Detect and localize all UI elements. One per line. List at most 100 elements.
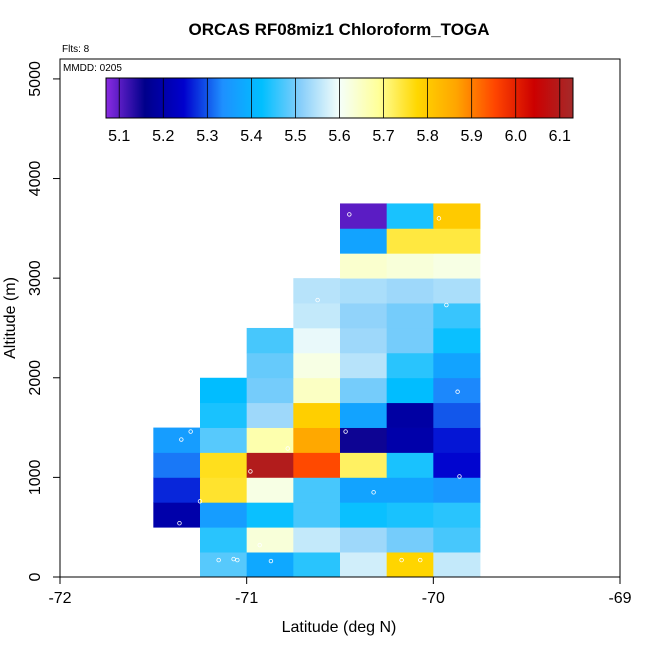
sample-point	[197, 499, 203, 504]
heatmap-cell	[340, 303, 388, 329]
heatmap-cell	[433, 402, 481, 428]
sample-point	[248, 469, 253, 474]
heatmap-cell	[293, 527, 341, 553]
heatmap-cell	[340, 477, 388, 503]
heatmap-cell	[293, 552, 341, 578]
x-tick-label: -71	[235, 590, 258, 607]
heatmap-cell	[246, 352, 294, 379]
colorbar-tick-label: 5.7	[372, 128, 394, 145]
heatmap-cell	[153, 427, 201, 453]
heatmap-cell	[340, 427, 388, 453]
heatmap-cell	[246, 402, 294, 428]
plot-frame	[59, 58, 621, 578]
heatmap-cell	[246, 377, 294, 404]
sample-point	[343, 429, 348, 434]
heatmap-cell	[246, 427, 294, 453]
heatmap-cell	[293, 452, 341, 478]
sample-point	[231, 556, 236, 562]
flights-note: Flts: 8	[62, 44, 90, 55]
heatmap-cell	[433, 228, 481, 254]
colorbar-tick-label: 5.9	[461, 128, 483, 145]
sample-point	[371, 490, 376, 495]
x-axis-title: Latitude (deg N)	[282, 619, 397, 636]
heatmap-cell	[386, 253, 434, 279]
heatmap-cell	[246, 502, 294, 528]
heatmap-cell	[153, 502, 201, 528]
heatmap-cell	[386, 228, 434, 254]
sample-point	[179, 437, 184, 442]
heatmap-cell	[246, 327, 294, 354]
colorbar-tick-label: 5.3	[196, 128, 218, 145]
heatmap-cell	[340, 377, 388, 404]
heatmap-cell	[200, 477, 248, 503]
colorbar-tick-label: 5.2	[152, 128, 174, 145]
heatmap-cell	[246, 552, 294, 578]
colorbar-tick-label: 5.6	[328, 128, 350, 145]
heatmap-cell	[340, 253, 388, 279]
colorbar-tick-label: 6.0	[505, 128, 527, 145]
heatmap-cell	[433, 527, 481, 553]
x-tick-label: -69	[608, 590, 631, 607]
heatmap-cell	[433, 327, 481, 354]
sample-point	[285, 446, 290, 451]
heatmap-cell	[340, 327, 388, 354]
sample-point	[257, 542, 262, 548]
heatmap-cell	[293, 427, 341, 453]
heatmap-cell	[340, 352, 388, 379]
heatmap-cell	[386, 502, 434, 528]
heatmap-cell	[433, 352, 481, 379]
x-tick-label: -70	[422, 590, 445, 607]
heatmap-cell	[200, 527, 248, 553]
heatmap-cell	[386, 203, 434, 229]
y-tick-label: 3000	[27, 260, 44, 296]
heatmap-cell	[340, 402, 388, 428]
colorbar-tick-label: 5.8	[416, 128, 438, 145]
sample-point	[177, 521, 182, 526]
colorbar: 5.1 5.2 5.3 5.4 5.5 5.6 5.7 5.8 5.9 6.0 6.1	[105, 77, 574, 145]
heatmap-cell	[293, 477, 341, 503]
heatmap-cell	[433, 253, 481, 279]
heatmap-cell	[293, 352, 341, 379]
sample-point	[399, 557, 404, 563]
y-axis-title: Altitude (m)	[2, 277, 19, 359]
sample-point	[455, 389, 460, 394]
heatmap-cell	[433, 477, 481, 503]
y-tick-label: 4000	[27, 161, 44, 197]
heatmap-cell	[293, 327, 341, 354]
heatmap-cell	[153, 477, 201, 503]
heatmap-cell	[386, 278, 434, 304]
heatmap-cell	[246, 452, 294, 478]
heatmap-cell	[386, 552, 434, 578]
heatmap-cells	[153, 203, 481, 578]
heatmap-cell	[433, 502, 481, 528]
sample-point	[188, 429, 193, 434]
y-tick-label: 2000	[27, 360, 44, 396]
date-note: MMDD: 0205	[63, 63, 122, 74]
heatmap-cell	[200, 552, 248, 578]
sample-point	[444, 302, 449, 308]
heatmap-cell	[340, 527, 388, 553]
heatmap-cell	[293, 402, 341, 428]
heatmap-cell	[433, 303, 481, 329]
heatmap-cell	[433, 427, 481, 453]
heatmap-cell	[340, 502, 388, 528]
y-axis: 0 1000 2000 3000 4000 5000	[27, 61, 60, 581]
heatmap-cell	[340, 278, 388, 304]
heatmap-cell	[386, 327, 434, 354]
colorbar-tick-label: 5.5	[284, 128, 306, 145]
heatmap-cell	[433, 278, 481, 304]
heatmap-cell	[340, 203, 388, 229]
x-tick-label: -72	[48, 590, 71, 607]
heatmap-cell	[340, 228, 388, 254]
heatmap-cell	[293, 502, 341, 528]
sample-point	[347, 212, 352, 217]
heatmap-cell	[153, 452, 201, 478]
heatmap-cell	[386, 527, 434, 553]
y-tick-label: 1000	[27, 459, 44, 495]
heatmap-cell	[386, 303, 434, 329]
heatmap-cell	[293, 377, 341, 404]
sample-point	[436, 216, 442, 221]
colorbar-tick-label: 5.1	[108, 128, 130, 145]
sample-point	[418, 557, 423, 563]
